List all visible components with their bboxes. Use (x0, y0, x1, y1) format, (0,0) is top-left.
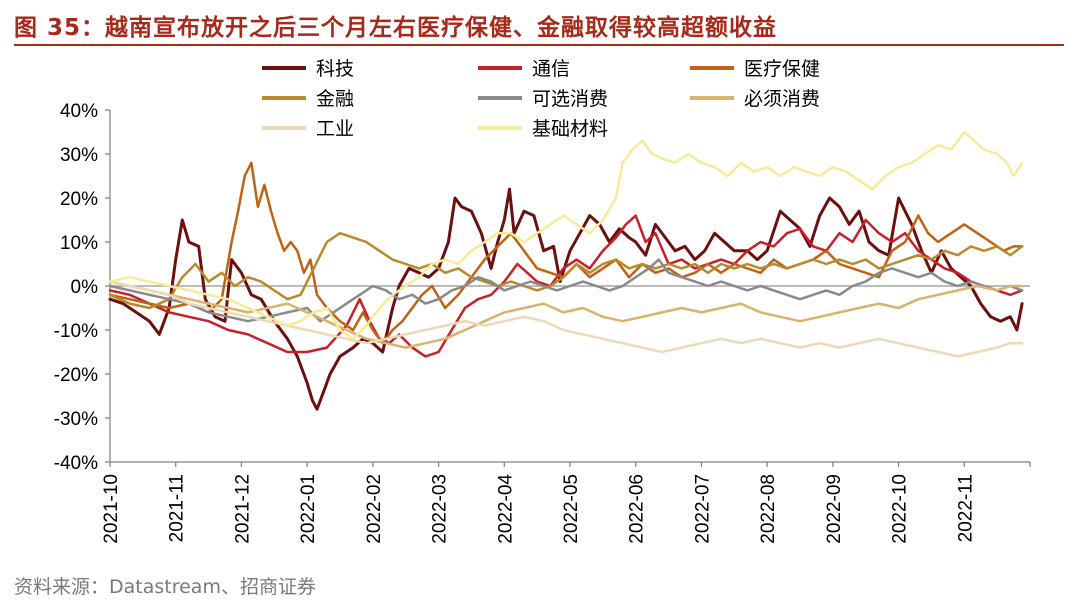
series-line-金融 (108, 231, 1024, 310)
series-line-工业 (108, 280, 1024, 358)
x-tick-label: 2021-12 (232, 474, 253, 544)
series-line-可选消费 (108, 258, 1024, 323)
x-tick-label: 2021-11 (167, 474, 188, 542)
chart-series (108, 130, 1024, 411)
legend-label-基础材料: 基础材料 (532, 118, 608, 140)
legend-label-医疗保健: 医疗保健 (744, 58, 820, 80)
x-tick-label: 2022-03 (430, 474, 451, 544)
x-tick-label: 2021-10 (101, 474, 122, 544)
y-tick-label: 30% (60, 145, 98, 166)
series-line-科技 (108, 187, 1024, 411)
y-tick-label: -10% (54, 321, 98, 342)
x-tick-label: 2022-05 (561, 474, 582, 544)
x-tick-label: 2022-01 (298, 474, 319, 544)
legend-label-金融: 金融 (316, 88, 354, 110)
legend-label-必须消费: 必须消费 (744, 88, 820, 110)
x-tick-label: 2022-06 (627, 474, 648, 544)
chart-title: 图 35：越南宣布放开之后三个月左右医疗保健、金融取得较高超额收益 (14, 15, 778, 41)
x-tick-label: 2022-09 (824, 474, 845, 544)
y-tick-label: -20% (54, 365, 98, 386)
legend-label-工业: 工业 (316, 118, 354, 140)
series-line-通信 (108, 214, 1024, 358)
y-tick-label: 40% (60, 101, 98, 122)
series-line-必须消费 (108, 280, 1024, 349)
y-tick-label: 10% (60, 233, 98, 254)
x-tick-label: 2022-07 (692, 474, 713, 544)
source-note: 资料来源：Datastream、招商证券 (14, 576, 316, 598)
x-tick-label: 2022-02 (364, 474, 385, 544)
x-tick-label: 2022-10 (890, 474, 911, 544)
title-rule (14, 44, 1064, 46)
series-line-医疗保健 (108, 161, 1024, 345)
chart-axes: -40% -30% -20% -10% 0% 10% 20% 30% 40% 2021-10 202… (54, 101, 1031, 544)
x-tick-label: 2022-08 (758, 474, 779, 544)
x-tick-label: 2022-11 (955, 474, 976, 542)
x-tick-label: 2022-04 (495, 474, 516, 544)
y-tick-label: 0% (71, 277, 99, 298)
series-line-基础材料 (108, 130, 1024, 341)
legend-label-通信: 通信 (532, 58, 570, 80)
legend-label-科技: 科技 (316, 58, 354, 80)
y-tick-label: 20% (60, 189, 98, 210)
legend-label-可选消费: 可选消费 (532, 88, 608, 110)
y-tick-label: -30% (54, 409, 98, 430)
y-tick-label: -40% (54, 453, 98, 474)
